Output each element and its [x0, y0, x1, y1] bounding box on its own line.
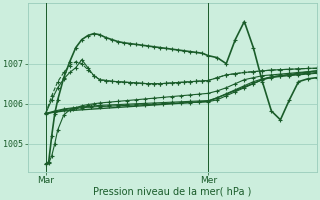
X-axis label: Pression niveau de la mer( hPa ): Pression niveau de la mer( hPa )	[93, 187, 251, 197]
